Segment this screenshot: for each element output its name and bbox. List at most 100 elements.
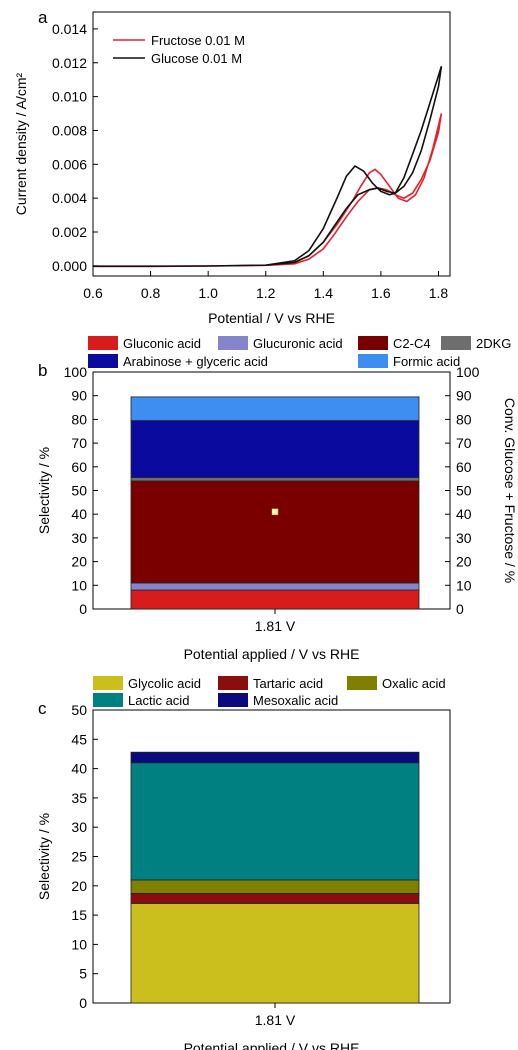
y-tick-label-c: 50 <box>71 702 87 718</box>
legend-swatch-b <box>441 336 471 350</box>
x-tick-label-c: 1.81 V <box>255 1012 296 1028</box>
x-axis-label-a: Potential / V vs RHE <box>208 310 335 326</box>
x-tick-label-a: 1.4 <box>314 285 334 301</box>
y-tick-label-a: 0.012 <box>52 55 87 71</box>
legend-swatch-b <box>88 336 118 350</box>
y-tick-label-b: 0 <box>79 601 87 617</box>
legend-label-b: Formic acid <box>393 354 460 369</box>
y-tick-label-c: 40 <box>71 761 87 777</box>
x-tick-label-a: 1.6 <box>371 285 391 301</box>
bar-segment-b <box>130 480 420 584</box>
legend-label-a: Glucose 0.01 M <box>151 51 242 66</box>
legend-label-b: Arabinose + glyceric acid <box>123 354 268 369</box>
y-tick-label-a: 0.008 <box>52 122 87 138</box>
y-tick-label-b: 20 <box>71 554 87 570</box>
y2-tick-label-b: 50 <box>456 483 472 499</box>
y-tick-label-c: 45 <box>71 731 87 747</box>
y-axis-label-a: Current density / A/cm² <box>13 72 29 215</box>
y-axis-label-b: Selectivity / % <box>36 447 52 534</box>
bar-segment-c <box>130 762 420 881</box>
x-tick-label-a: 1.8 <box>429 285 449 301</box>
y-tick-label-c: 5 <box>79 966 87 982</box>
y-tick-label-c: 25 <box>71 849 87 865</box>
plot-frame-a <box>92 11 451 277</box>
y2-tick-label-b: 40 <box>456 506 472 522</box>
y2-tick-label-b: 20 <box>456 554 472 570</box>
series-line-glucose <box>93 65 443 267</box>
y-tick-label-b: 90 <box>71 388 87 404</box>
legend-swatch-c <box>347 676 377 690</box>
bar-segment-c <box>130 751 420 764</box>
legend-label-c: Lactic acid <box>128 693 189 708</box>
legend-label-a: Fructose 0.01 M <box>151 33 245 48</box>
x-axis-label-c: Potential applied / V vs RHE <box>184 1040 360 1050</box>
y-tick-label-b: 60 <box>71 459 87 475</box>
y2-tick-label-b: 100 <box>456 364 480 380</box>
y-tick-label-c: 0 <box>79 995 87 1011</box>
bar-segment-b <box>130 477 420 482</box>
y-tick-label-a: 0.014 <box>52 21 87 37</box>
panel-label-c: c <box>38 699 47 718</box>
legend-label-b: Gluconic acid <box>123 336 201 351</box>
y-tick-label-c: 15 <box>71 907 87 923</box>
bar-segment-b <box>130 589 420 610</box>
series-line-fructose <box>93 113 443 268</box>
y2-tick-label-b: 90 <box>456 388 472 404</box>
legend-swatch-b <box>88 354 118 368</box>
legend-swatch-c <box>218 676 248 690</box>
x-tick-label-a: 0.6 <box>83 285 103 301</box>
legend-swatch-c <box>93 693 123 707</box>
y-tick-label-c: 20 <box>71 878 87 894</box>
y2-tick-label-b: 0 <box>456 601 464 617</box>
y-tick-label-b: 30 <box>71 530 87 546</box>
legend-label-c: Mesoxalic acid <box>253 693 338 708</box>
bar-segment-c <box>130 893 420 904</box>
legend-label-c: Oxalic acid <box>382 676 446 691</box>
conversion-marker <box>271 508 279 516</box>
y2-tick-label-b: 10 <box>456 577 472 593</box>
legend-label-b: 2DKG <box>476 336 511 351</box>
y-tick-label-a: 0.000 <box>52 258 87 274</box>
x-tick-label-a: 0.8 <box>141 285 161 301</box>
bar-segment-b <box>130 582 420 591</box>
bar-segment-c <box>130 879 420 894</box>
y-tick-label-b: 100 <box>64 364 88 380</box>
bar-segment-b <box>130 420 420 478</box>
y-tick-label-a: 0.004 <box>52 190 87 206</box>
panel-label-b: b <box>38 361 47 380</box>
x-tick-label-a: 1.0 <box>198 285 218 301</box>
y-tick-label-b: 50 <box>71 483 87 499</box>
y-tick-label-b: 40 <box>71 506 87 522</box>
y-tick-label-a: 0.002 <box>52 224 87 240</box>
legend-swatch-c <box>218 693 248 707</box>
y-tick-label-a: 0.010 <box>52 89 87 105</box>
y-axis-label-c: Selectivity / % <box>36 813 52 900</box>
y2-tick-label-b: 60 <box>456 459 472 475</box>
y-tick-label-b: 80 <box>71 411 87 427</box>
bar-segment-c <box>130 902 420 1004</box>
legend-label-c: Tartaric acid <box>253 676 323 691</box>
y-tick-label-c: 10 <box>71 936 87 952</box>
y2-tick-label-b: 30 <box>456 530 472 546</box>
legend-swatch-b <box>218 336 248 350</box>
y-tick-label-b: 70 <box>71 435 87 451</box>
x-tick-label-a: 1.2 <box>256 285 276 301</box>
y-tick-label-b: 10 <box>71 577 87 593</box>
legend-swatch-c <box>93 676 123 690</box>
legend-label-b: Glucuronic acid <box>253 336 343 351</box>
y-tick-label-c: 30 <box>71 819 87 835</box>
legend-label-b: C2-C4 <box>393 336 431 351</box>
x-axis-label-b: Potential applied / V vs RHE <box>184 646 360 662</box>
legend-swatch-b <box>358 336 388 350</box>
panel-label-a: a <box>38 8 48 27</box>
legend-label-c: Glycolic acid <box>128 676 201 691</box>
y2-axis-label-b: Conv. Glucose + Fructose / % <box>502 398 518 583</box>
y-tick-label-c: 35 <box>71 790 87 806</box>
y2-tick-label-b: 80 <box>456 411 472 427</box>
x-tick-label-b: 1.81 V <box>255 618 296 634</box>
y2-tick-label-b: 70 <box>456 435 472 451</box>
bar-segment-b <box>130 396 420 421</box>
y-tick-label-a: 0.006 <box>52 156 87 172</box>
legend-swatch-b <box>358 354 388 368</box>
